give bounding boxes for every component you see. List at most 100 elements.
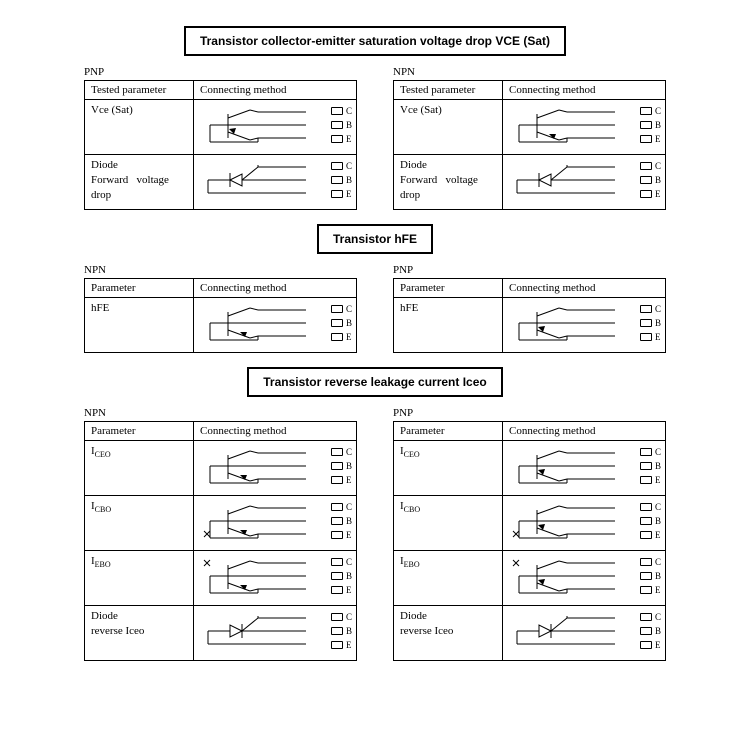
- section-title-row: Transistor hFE: [40, 224, 710, 254]
- schematic-icon: [507, 555, 617, 597]
- table-row: IEBO C: [85, 551, 357, 606]
- terminal-pin-icon: [640, 517, 652, 525]
- terminal-pin-icon: [640, 162, 652, 170]
- terminal-row: C: [331, 302, 352, 316]
- connecting-cell: C B E: [503, 606, 666, 661]
- parameter-cell: Vce (Sat): [394, 100, 503, 155]
- table-header-connecting: Connecting method: [194, 279, 357, 298]
- terminal-pin-icon: [640, 135, 652, 143]
- terminal-pin-icon: [331, 517, 343, 525]
- terminal-row: B: [640, 173, 661, 187]
- parameter-table: Parameter Connecting method ICEO: [393, 421, 666, 661]
- table-row: IEBO C: [394, 551, 666, 606]
- terminal-label: C: [346, 448, 352, 457]
- terminal-row: C: [640, 445, 661, 459]
- parameter-cell: IEBO: [394, 551, 503, 606]
- terminal-row: E: [640, 583, 661, 597]
- terminal-label: C: [346, 107, 352, 116]
- table-header-connecting: Connecting method: [194, 422, 357, 441]
- transistor-type-label: PNP: [84, 66, 357, 78]
- terminal-group: C B E: [331, 302, 352, 344]
- terminal-label: E: [655, 135, 661, 144]
- table-row: DiodeForward voltagedrop C B: [85, 155, 357, 210]
- terminal-row: E: [640, 638, 661, 652]
- connecting-cell: C B E: [194, 551, 357, 606]
- parameter-cell: DiodeForward voltagedrop: [85, 155, 194, 210]
- terminal-pin-icon: [331, 135, 343, 143]
- table-header-parameter: Tested parameter: [394, 81, 503, 100]
- connecting-cell: C B E: [503, 298, 666, 353]
- terminal-label: B: [346, 572, 352, 581]
- terminal-label: E: [346, 641, 352, 650]
- table-row: Diodereverse Iceo C B E: [394, 606, 666, 661]
- terminal-pin-icon: [640, 627, 652, 635]
- terminal-pin-icon: [640, 190, 652, 198]
- terminal-row: B: [331, 173, 352, 187]
- transistor-type-label: PNP: [393, 407, 666, 419]
- terminal-group: C B E: [640, 555, 661, 597]
- schematic-icon: [198, 159, 308, 201]
- terminal-row: E: [331, 583, 352, 597]
- terminal-row: B: [331, 624, 352, 638]
- terminal-group: C B E: [331, 104, 352, 146]
- schematic-icon: [507, 302, 617, 344]
- terminal-pin-icon: [640, 107, 652, 115]
- terminal-pin-icon: [640, 503, 652, 511]
- terminal-group: C B E: [331, 500, 352, 542]
- terminal-label: C: [655, 107, 661, 116]
- terminal-row: E: [331, 187, 352, 201]
- terminal-pin-icon: [331, 190, 343, 198]
- terminal-pin-icon: [640, 558, 652, 566]
- connecting-cell: C B E: [194, 100, 357, 155]
- terminal-label: C: [346, 613, 352, 622]
- connecting-cell: C B E: [503, 551, 666, 606]
- terminal-label: E: [346, 333, 352, 342]
- terminal-group: C B E: [331, 610, 352, 652]
- terminal-pin-icon: [331, 627, 343, 635]
- terminal-pin-icon: [331, 333, 343, 341]
- terminal-row: E: [640, 528, 661, 542]
- table-pair: PNP Tested parameter Connecting method V…: [40, 66, 710, 210]
- terminal-label: E: [346, 476, 352, 485]
- terminal-pin-icon: [331, 531, 343, 539]
- terminal-label: C: [655, 448, 661, 457]
- terminal-row: E: [331, 473, 352, 487]
- parameter-table: Parameter Connecting method hFE: [393, 278, 666, 353]
- terminal-label: B: [655, 319, 661, 328]
- terminal-pin-icon: [331, 319, 343, 327]
- table-row: ICBO C: [394, 496, 666, 551]
- terminal-row: E: [331, 330, 352, 344]
- terminal-label: E: [655, 641, 661, 650]
- terminal-group: C B E: [331, 445, 352, 487]
- table-pair: NPN Parameter Connecting method hFE: [40, 264, 710, 353]
- table-row: ICBO C: [85, 496, 357, 551]
- terminal-label: E: [655, 586, 661, 595]
- transistor-type-label: NPN: [84, 407, 357, 419]
- terminal-pin-icon: [640, 613, 652, 621]
- parameter-cell: Diodereverse Iceo: [394, 606, 503, 661]
- parameter-cell: IEBO: [85, 551, 194, 606]
- terminal-pin-icon: [640, 121, 652, 129]
- table-header-connecting: Connecting method: [503, 81, 666, 100]
- parameter-cell: hFE: [85, 298, 194, 353]
- terminal-label: C: [346, 305, 352, 314]
- section-title: Transistor reverse leakage current Iceo: [247, 367, 502, 397]
- terminal-row: C: [331, 610, 352, 624]
- connecting-cell: C B E: [194, 298, 357, 353]
- terminal-label: B: [346, 319, 352, 328]
- document-root: Transistor collector-emitter saturation …: [40, 26, 710, 661]
- terminal-pin-icon: [331, 586, 343, 594]
- table-block: NPN Parameter Connecting method hFE: [84, 264, 357, 353]
- terminal-pin-icon: [331, 107, 343, 115]
- schematic-icon: [198, 555, 308, 597]
- terminal-pin-icon: [640, 448, 652, 456]
- terminal-row: B: [331, 514, 352, 528]
- terminal-label: E: [655, 531, 661, 540]
- terminal-pin-icon: [640, 333, 652, 341]
- terminal-pin-icon: [331, 462, 343, 470]
- terminal-row: C: [331, 555, 352, 569]
- table-block: NPN Parameter Connecting method ICEO: [84, 407, 357, 661]
- terminal-row: B: [331, 118, 352, 132]
- terminal-pin-icon: [331, 176, 343, 184]
- table-block: PNP Tested parameter Connecting method V…: [84, 66, 357, 210]
